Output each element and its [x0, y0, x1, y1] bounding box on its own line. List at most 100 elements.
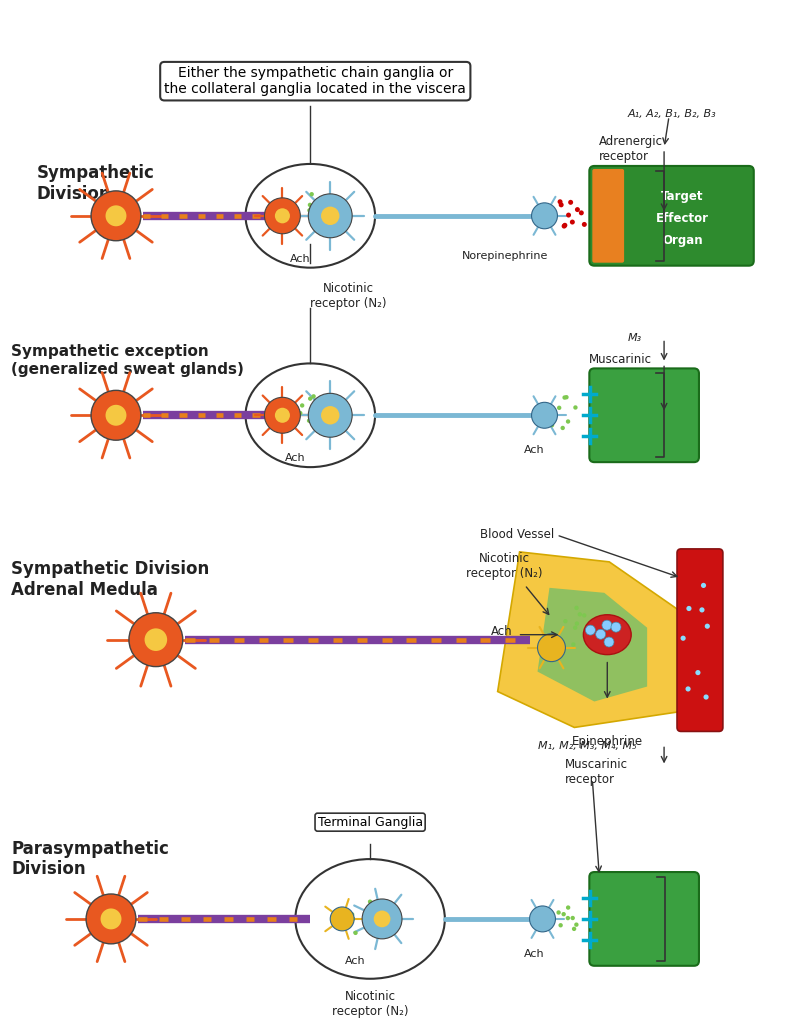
- Circle shape: [705, 624, 710, 629]
- Text: Ach: Ach: [285, 453, 306, 464]
- Circle shape: [308, 393, 352, 437]
- Text: A₁, A₂, B₁, B₂, B₃: A₁, A₂, B₁, B₂, B₃: [627, 109, 716, 119]
- Circle shape: [558, 923, 563, 927]
- Circle shape: [681, 635, 686, 641]
- Circle shape: [562, 395, 566, 400]
- Circle shape: [275, 408, 290, 423]
- Circle shape: [611, 622, 621, 632]
- Circle shape: [298, 411, 302, 415]
- Circle shape: [582, 613, 586, 618]
- Circle shape: [596, 629, 606, 640]
- Circle shape: [593, 627, 598, 631]
- Circle shape: [368, 899, 372, 904]
- FancyBboxPatch shape: [590, 873, 699, 966]
- Circle shape: [287, 205, 291, 209]
- Circle shape: [574, 922, 578, 926]
- Circle shape: [574, 406, 578, 410]
- Circle shape: [574, 621, 579, 626]
- Circle shape: [578, 612, 582, 617]
- Circle shape: [701, 583, 706, 588]
- Text: Sympathetic exception
(generalized sweat glands): Sympathetic exception (generalized sweat…: [11, 345, 244, 377]
- Circle shape: [91, 390, 141, 440]
- Text: Muscarinic
receptor: Muscarinic receptor: [565, 759, 627, 787]
- Circle shape: [557, 406, 562, 410]
- Text: M₃: M₃: [627, 333, 642, 344]
- Circle shape: [330, 907, 354, 930]
- Text: Norepinephrine: Norepinephrine: [462, 250, 548, 261]
- Circle shape: [307, 418, 311, 423]
- Circle shape: [265, 198, 300, 234]
- Circle shape: [561, 425, 565, 431]
- Circle shape: [530, 906, 555, 932]
- FancyBboxPatch shape: [677, 549, 723, 732]
- Polygon shape: [538, 588, 647, 702]
- Text: Nicotinic
receptor (N₂): Nicotinic receptor (N₂): [332, 989, 408, 1017]
- Circle shape: [686, 686, 690, 691]
- Circle shape: [566, 906, 570, 910]
- Text: Parasympathetic
Division: Parasympathetic Division: [11, 839, 170, 879]
- Circle shape: [308, 203, 312, 207]
- Circle shape: [570, 916, 575, 920]
- Text: Muscarinic
receptor: Muscarinic receptor: [590, 353, 652, 382]
- Circle shape: [290, 417, 294, 421]
- Circle shape: [342, 922, 346, 926]
- Text: Nicotinic
receptor (N₂): Nicotinic receptor (N₂): [466, 552, 543, 580]
- Text: Sympathetic
Division: Sympathetic Division: [36, 165, 154, 203]
- Circle shape: [574, 605, 578, 610]
- Circle shape: [545, 412, 550, 416]
- Circle shape: [568, 200, 573, 205]
- Circle shape: [563, 619, 567, 623]
- Circle shape: [582, 221, 587, 227]
- Text: Ach: Ach: [345, 955, 366, 966]
- Circle shape: [307, 208, 312, 212]
- Text: Blood Vessel: Blood Vessel: [480, 529, 554, 541]
- Circle shape: [570, 219, 575, 225]
- Circle shape: [558, 203, 564, 207]
- Text: Organ: Organ: [662, 235, 702, 247]
- Circle shape: [546, 914, 550, 918]
- Circle shape: [314, 402, 318, 406]
- Ellipse shape: [295, 859, 445, 979]
- Circle shape: [371, 916, 376, 920]
- Circle shape: [91, 190, 141, 241]
- Circle shape: [550, 911, 554, 916]
- Circle shape: [566, 916, 570, 920]
- Text: Ach: Ach: [524, 445, 545, 455]
- Circle shape: [367, 911, 372, 916]
- Text: Target: Target: [661, 189, 704, 203]
- Circle shape: [308, 194, 352, 238]
- FancyBboxPatch shape: [590, 166, 754, 266]
- Circle shape: [290, 204, 295, 208]
- Circle shape: [363, 910, 368, 914]
- Circle shape: [308, 396, 312, 401]
- Text: Ach: Ach: [524, 949, 545, 958]
- Circle shape: [350, 912, 354, 917]
- Circle shape: [604, 637, 614, 647]
- Circle shape: [579, 210, 584, 215]
- FancyBboxPatch shape: [592, 169, 624, 263]
- Circle shape: [374, 911, 390, 927]
- Polygon shape: [498, 552, 681, 728]
- Text: Sympathetic Division
Adrenal Medula: Sympathetic Division Adrenal Medula: [11, 560, 210, 599]
- Circle shape: [286, 204, 290, 208]
- Text: Ach: Ach: [290, 254, 310, 264]
- Text: M₁, M₂, M₃, M₄, M₅: M₁, M₂, M₃, M₄, M₅: [538, 741, 636, 751]
- Circle shape: [371, 926, 375, 930]
- Circle shape: [551, 408, 555, 413]
- Circle shape: [106, 405, 126, 425]
- Circle shape: [572, 926, 576, 932]
- Circle shape: [101, 909, 122, 929]
- Text: Terminal Ganglia: Terminal Ganglia: [318, 816, 422, 829]
- Circle shape: [538, 633, 566, 661]
- Circle shape: [531, 203, 558, 229]
- Text: Epinephrine: Epinephrine: [572, 736, 643, 748]
- Circle shape: [575, 207, 580, 212]
- Circle shape: [562, 912, 566, 916]
- Circle shape: [293, 408, 298, 412]
- Circle shape: [562, 224, 566, 229]
- Circle shape: [531, 403, 558, 428]
- Circle shape: [314, 213, 318, 218]
- Circle shape: [310, 193, 314, 197]
- Circle shape: [602, 620, 612, 630]
- Circle shape: [595, 617, 600, 621]
